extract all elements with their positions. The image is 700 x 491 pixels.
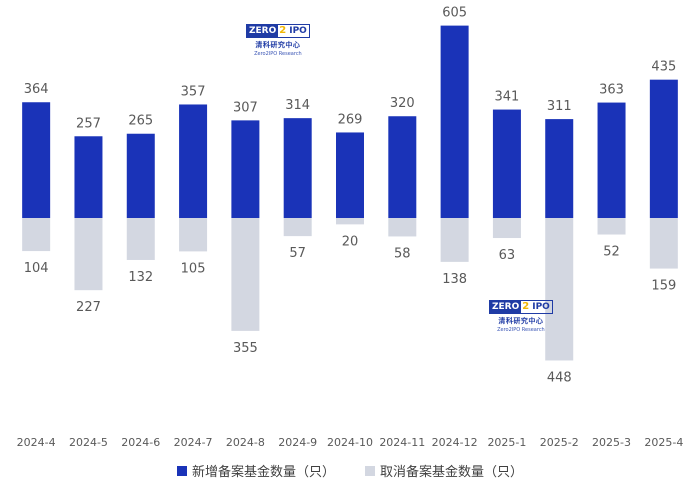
x-tick-2024-5: 2024-5 xyxy=(69,436,108,449)
x-tick-2024-10: 2024-10 xyxy=(327,436,373,449)
bar-added-2024-9 xyxy=(283,118,312,218)
logo-en: Zero2IPO Research xyxy=(254,51,302,57)
label-added-2024-5: 257 xyxy=(76,116,101,131)
label-added-2024-8: 307 xyxy=(233,100,258,115)
bar-cancelled-2024-12 xyxy=(440,218,469,262)
bar-cancelled-2024-7 xyxy=(179,218,208,252)
x-tick-2024-6: 2024-6 xyxy=(121,436,160,449)
bar-cancelled-2025-4 xyxy=(649,218,678,269)
logo-badge: ZERO 2 IPO xyxy=(246,24,310,38)
bar-cancelled-2024-9 xyxy=(283,218,312,237)
label-added-2025-1: 341 xyxy=(495,90,520,105)
label-added-2024-9: 314 xyxy=(285,98,310,113)
label-added-2024-7: 357 xyxy=(181,84,206,99)
bar-cancelled-2025-1 xyxy=(492,218,521,239)
x-tick-2024-4: 2024-4 xyxy=(17,436,56,449)
bar-added-2024-10 xyxy=(336,132,364,218)
logo-en: Zero2IPO Research xyxy=(497,327,545,333)
label-cancelled-2025-2: 448 xyxy=(547,370,572,385)
bar-cancelled-2024-4 xyxy=(22,218,51,252)
logo-cn: 清科研究中心 xyxy=(255,41,301,49)
bar-added-2025-1 xyxy=(492,109,521,218)
label-cancelled-2024-10: 20 xyxy=(342,234,359,249)
x-tick-2025-1: 2025-1 xyxy=(487,436,526,449)
legend-item-cancelled: 取消备案基金数量（只） xyxy=(365,461,523,480)
bar-cancelled-2024-11 xyxy=(388,218,417,237)
bar-added-2024-12 xyxy=(440,25,469,218)
x-tick-2024-8: 2024-8 xyxy=(226,436,265,449)
bar-added-2025-4 xyxy=(649,79,678,218)
bar-cancelled-2024-8 xyxy=(231,218,260,331)
label-cancelled-2024-5: 227 xyxy=(76,300,101,315)
label-added-2025-4: 435 xyxy=(651,60,676,75)
bar-added-2024-7 xyxy=(179,104,208,218)
label-cancelled-2025-3: 52 xyxy=(603,245,620,260)
label-cancelled-2024-9: 57 xyxy=(289,246,306,261)
x-tick-2024-12: 2024-12 xyxy=(432,436,478,449)
label-cancelled-2024-6: 132 xyxy=(128,270,153,285)
label-added-2024-4: 364 xyxy=(24,82,49,97)
bar-added-2024-5 xyxy=(74,136,103,218)
legend-swatch-cancelled xyxy=(365,465,375,476)
legend-swatch-added xyxy=(176,465,187,476)
x-tick-2024-7: 2024-7 xyxy=(174,436,213,449)
bar-chart: 364 104 2024-4 257 227 2024-5 265 132 2024-6 357 1… xyxy=(17,6,684,449)
bar-added-2024-4 xyxy=(22,102,51,218)
label-cancelled-2025-4: 159 xyxy=(651,279,676,294)
bar-added-2025-2 xyxy=(545,119,574,218)
label-added-2024-11: 320 xyxy=(390,96,415,111)
zero2ipo-logo-top: ZERO 2 IPO 清科研究中心 Zero2IPO Research xyxy=(246,24,310,57)
x-tick-2025-3: 2025-3 xyxy=(592,436,631,449)
legend-item-added: 新增备案基金数量（只） xyxy=(176,461,335,480)
x-tick-2025-2: 2025-2 xyxy=(540,436,579,449)
bar-cancelled-2025-2 xyxy=(545,218,574,361)
label-cancelled-2025-1: 63 xyxy=(499,248,516,263)
x-tick-2024-9: 2024-9 xyxy=(278,436,317,449)
legend-label-added: 新增备案基金数量（只） xyxy=(191,465,335,480)
bar-added-2024-6 xyxy=(126,133,155,218)
label-added-2024-6: 265 xyxy=(128,114,153,129)
bar-cancelled-2024-5 xyxy=(74,218,103,291)
label-added-2025-3: 363 xyxy=(599,83,624,98)
logo-badge: ZERO 2 IPO xyxy=(489,300,553,314)
label-cancelled-2024-8: 355 xyxy=(233,341,258,356)
bar-cancelled-2024-6 xyxy=(126,218,155,260)
legend-label-cancelled: 取消备案基金数量（只） xyxy=(380,465,524,480)
bar-added-2025-3 xyxy=(597,102,626,218)
bar-cancelled-2025-3 xyxy=(597,218,626,235)
bar-added-2024-8 xyxy=(231,120,260,218)
label-added-2024-10: 269 xyxy=(338,112,363,127)
bar-added-2024-11 xyxy=(388,116,417,218)
label-added-2024-12: 605 xyxy=(442,6,467,21)
label-added-2025-2: 311 xyxy=(547,99,572,114)
zero2ipo-logo-bottom: ZERO 2 IPO 清科研究中心 Zero2IPO Research xyxy=(489,300,553,333)
label-cancelled-2024-7: 105 xyxy=(181,261,206,276)
legend: 新增备案基金数量（只） 取消备案基金数量（只） xyxy=(0,461,700,480)
label-cancelled-2024-11: 58 xyxy=(394,246,411,261)
label-cancelled-2024-4: 104 xyxy=(24,261,49,276)
x-tick-2025-4: 2025-4 xyxy=(644,436,683,449)
bar-cancelled-2024-10 xyxy=(336,218,364,225)
logo-cn: 清科研究中心 xyxy=(498,317,544,325)
label-cancelled-2024-12: 138 xyxy=(442,272,467,287)
x-tick-2024-11: 2024-11 xyxy=(379,436,425,449)
